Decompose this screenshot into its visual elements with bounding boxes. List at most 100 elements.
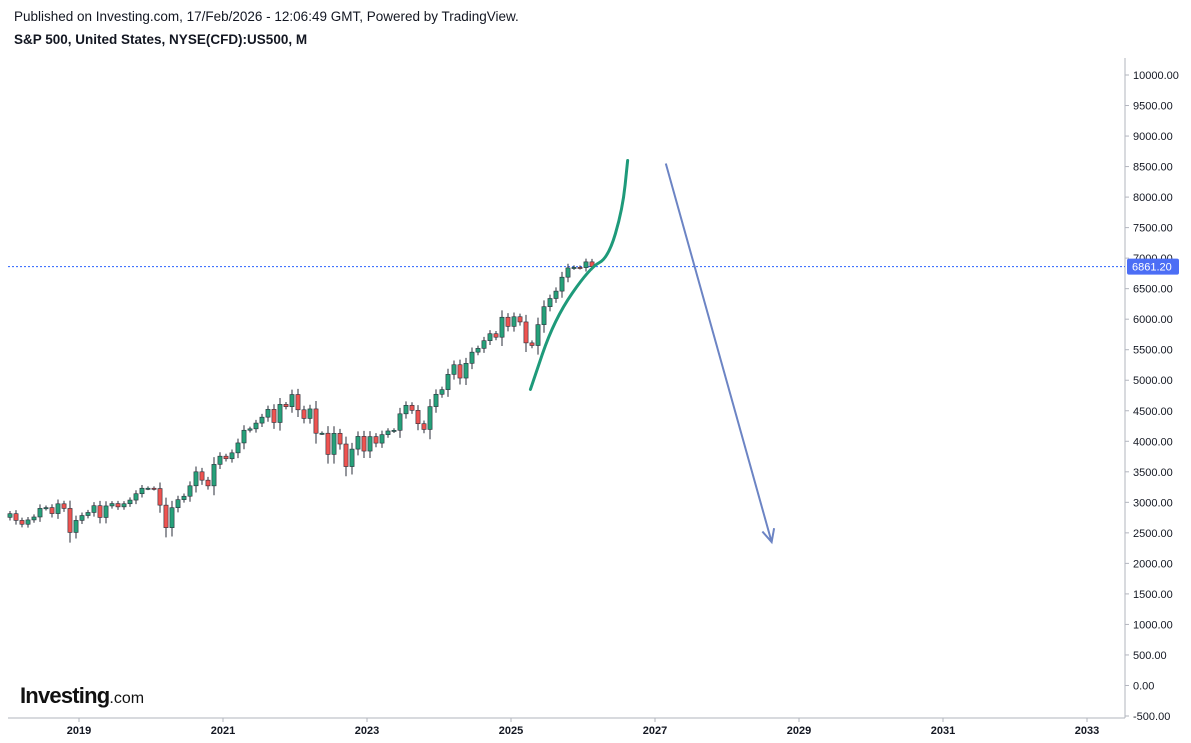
candle[interactable] [469, 347, 475, 370]
candle[interactable] [181, 493, 187, 503]
candle[interactable] [403, 401, 409, 419]
candle[interactable] [505, 313, 511, 332]
candle[interactable] [301, 405, 307, 424]
candle[interactable] [493, 331, 499, 341]
candle[interactable] [247, 426, 253, 433]
candle[interactable] [523, 314, 529, 353]
candle[interactable] [385, 428, 391, 438]
candle[interactable] [241, 425, 247, 450]
candle[interactable] [295, 388, 301, 417]
candle[interactable] [325, 426, 331, 464]
candle[interactable] [355, 431, 361, 456]
candle[interactable] [481, 336, 487, 353]
candle[interactable] [157, 482, 163, 513]
candle[interactable] [79, 512, 85, 524]
candle[interactable] [583, 258, 589, 272]
candle[interactable] [19, 517, 25, 528]
candle[interactable] [409, 402, 415, 414]
candle[interactable] [337, 428, 343, 450]
candle[interactable] [37, 504, 43, 522]
candle[interactable] [133, 490, 139, 505]
bullish-projection-curve[interactable] [528, 158, 630, 391]
candle[interactable] [121, 501, 127, 510]
candle[interactable] [13, 510, 19, 525]
candle[interactable] [313, 401, 319, 444]
candle[interactable] [31, 514, 37, 523]
candle[interactable] [391, 428, 397, 434]
candle[interactable] [265, 405, 271, 422]
candle[interactable] [577, 265, 583, 270]
candle[interactable] [145, 486, 151, 491]
candle[interactable] [517, 313, 523, 326]
candle[interactable] [25, 517, 31, 528]
candle[interactable] [571, 265, 577, 270]
candle[interactable] [433, 389, 439, 413]
candle[interactable] [487, 330, 493, 345]
candle[interactable] [361, 430, 367, 459]
candle[interactable] [457, 359, 463, 385]
candle[interactable] [511, 312, 517, 332]
candle[interactable] [499, 310, 505, 347]
candle[interactable] [127, 497, 133, 507]
candle[interactable] [535, 317, 541, 355]
candle[interactable] [529, 340, 535, 349]
candle[interactable] [73, 515, 79, 539]
candle[interactable] [163, 497, 169, 538]
candle[interactable] [259, 413, 265, 427]
candle[interactable] [343, 436, 349, 477]
candle[interactable] [7, 510, 13, 521]
candle[interactable] [541, 300, 547, 333]
candle[interactable] [559, 271, 565, 298]
candle[interactable] [565, 263, 571, 283]
candle[interactable] [439, 386, 445, 398]
candle[interactable] [349, 442, 355, 475]
candle[interactable] [91, 502, 97, 517]
candle[interactable] [373, 433, 379, 448]
candle[interactable] [319, 431, 325, 436]
candle[interactable] [193, 466, 199, 493]
candle[interactable] [223, 453, 229, 462]
candle[interactable] [175, 495, 181, 513]
candle[interactable] [547, 294, 553, 312]
candle[interactable] [55, 499, 61, 519]
candle[interactable] [475, 345, 481, 356]
candle[interactable] [49, 504, 55, 518]
candle[interactable] [61, 500, 67, 512]
candle[interactable] [103, 501, 109, 524]
candle[interactable] [283, 401, 289, 410]
candle[interactable] [199, 467, 205, 485]
candle[interactable] [415, 405, 421, 431]
candle[interactable] [253, 419, 259, 433]
candle[interactable] [379, 430, 385, 448]
candle[interactable] [139, 485, 145, 498]
candle[interactable] [307, 404, 313, 424]
candle[interactable] [331, 426, 337, 464]
candle[interactable] [187, 481, 193, 502]
candle[interactable] [67, 500, 73, 543]
candle[interactable] [271, 404, 277, 429]
candle[interactable] [151, 486, 157, 491]
candle[interactable] [397, 407, 403, 438]
candle[interactable] [277, 397, 283, 431]
candle[interactable] [211, 457, 217, 496]
bearish-projection-arrow[interactable] [664, 163, 776, 545]
candle[interactable] [289, 389, 295, 413]
candle[interactable] [43, 505, 49, 511]
candle[interactable] [169, 500, 175, 537]
candle[interactable] [235, 438, 241, 459]
candle[interactable] [367, 431, 373, 458]
candle[interactable] [85, 509, 91, 519]
candle[interactable] [553, 287, 559, 303]
candle[interactable] [217, 452, 223, 470]
candle[interactable] [427, 399, 433, 440]
candle[interactable] [205, 476, 211, 490]
candle[interactable] [451, 360, 457, 380]
candle[interactable] [463, 357, 469, 386]
candle[interactable] [229, 449, 235, 463]
candle[interactable] [97, 500, 103, 524]
candle[interactable] [445, 368, 451, 397]
candle[interactable] [115, 500, 121, 510]
candle[interactable] [109, 501, 115, 509]
candle[interactable] [421, 420, 427, 434]
